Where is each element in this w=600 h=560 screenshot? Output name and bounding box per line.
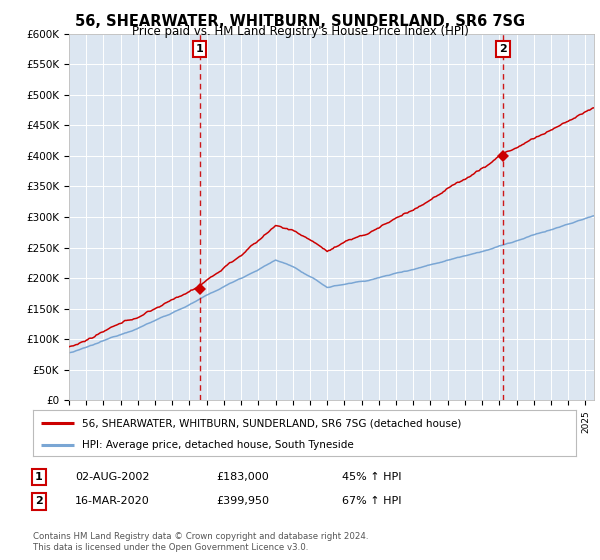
- Text: This data is licensed under the Open Government Licence v3.0.: This data is licensed under the Open Gov…: [33, 543, 308, 552]
- Text: 1: 1: [35, 472, 43, 482]
- Text: £399,950: £399,950: [216, 496, 269, 506]
- Text: 45% ↑ HPI: 45% ↑ HPI: [342, 472, 401, 482]
- Text: 56, SHEARWATER, WHITBURN, SUNDERLAND, SR6 7SG (detached house): 56, SHEARWATER, WHITBURN, SUNDERLAND, SR…: [82, 418, 461, 428]
- Text: 67% ↑ HPI: 67% ↑ HPI: [342, 496, 401, 506]
- Text: 1: 1: [196, 44, 203, 54]
- Text: Contains HM Land Registry data © Crown copyright and database right 2024.: Contains HM Land Registry data © Crown c…: [33, 532, 368, 541]
- Text: 02-AUG-2002: 02-AUG-2002: [75, 472, 149, 482]
- Text: HPI: Average price, detached house, South Tyneside: HPI: Average price, detached house, Sout…: [82, 440, 353, 450]
- Text: 2: 2: [499, 44, 507, 54]
- Text: Price paid vs. HM Land Registry's House Price Index (HPI): Price paid vs. HM Land Registry's House …: [131, 25, 469, 38]
- Text: £183,000: £183,000: [216, 472, 269, 482]
- Text: 16-MAR-2020: 16-MAR-2020: [75, 496, 150, 506]
- Text: 56, SHEARWATER, WHITBURN, SUNDERLAND, SR6 7SG: 56, SHEARWATER, WHITBURN, SUNDERLAND, SR…: [75, 14, 525, 29]
- Text: 2: 2: [35, 496, 43, 506]
